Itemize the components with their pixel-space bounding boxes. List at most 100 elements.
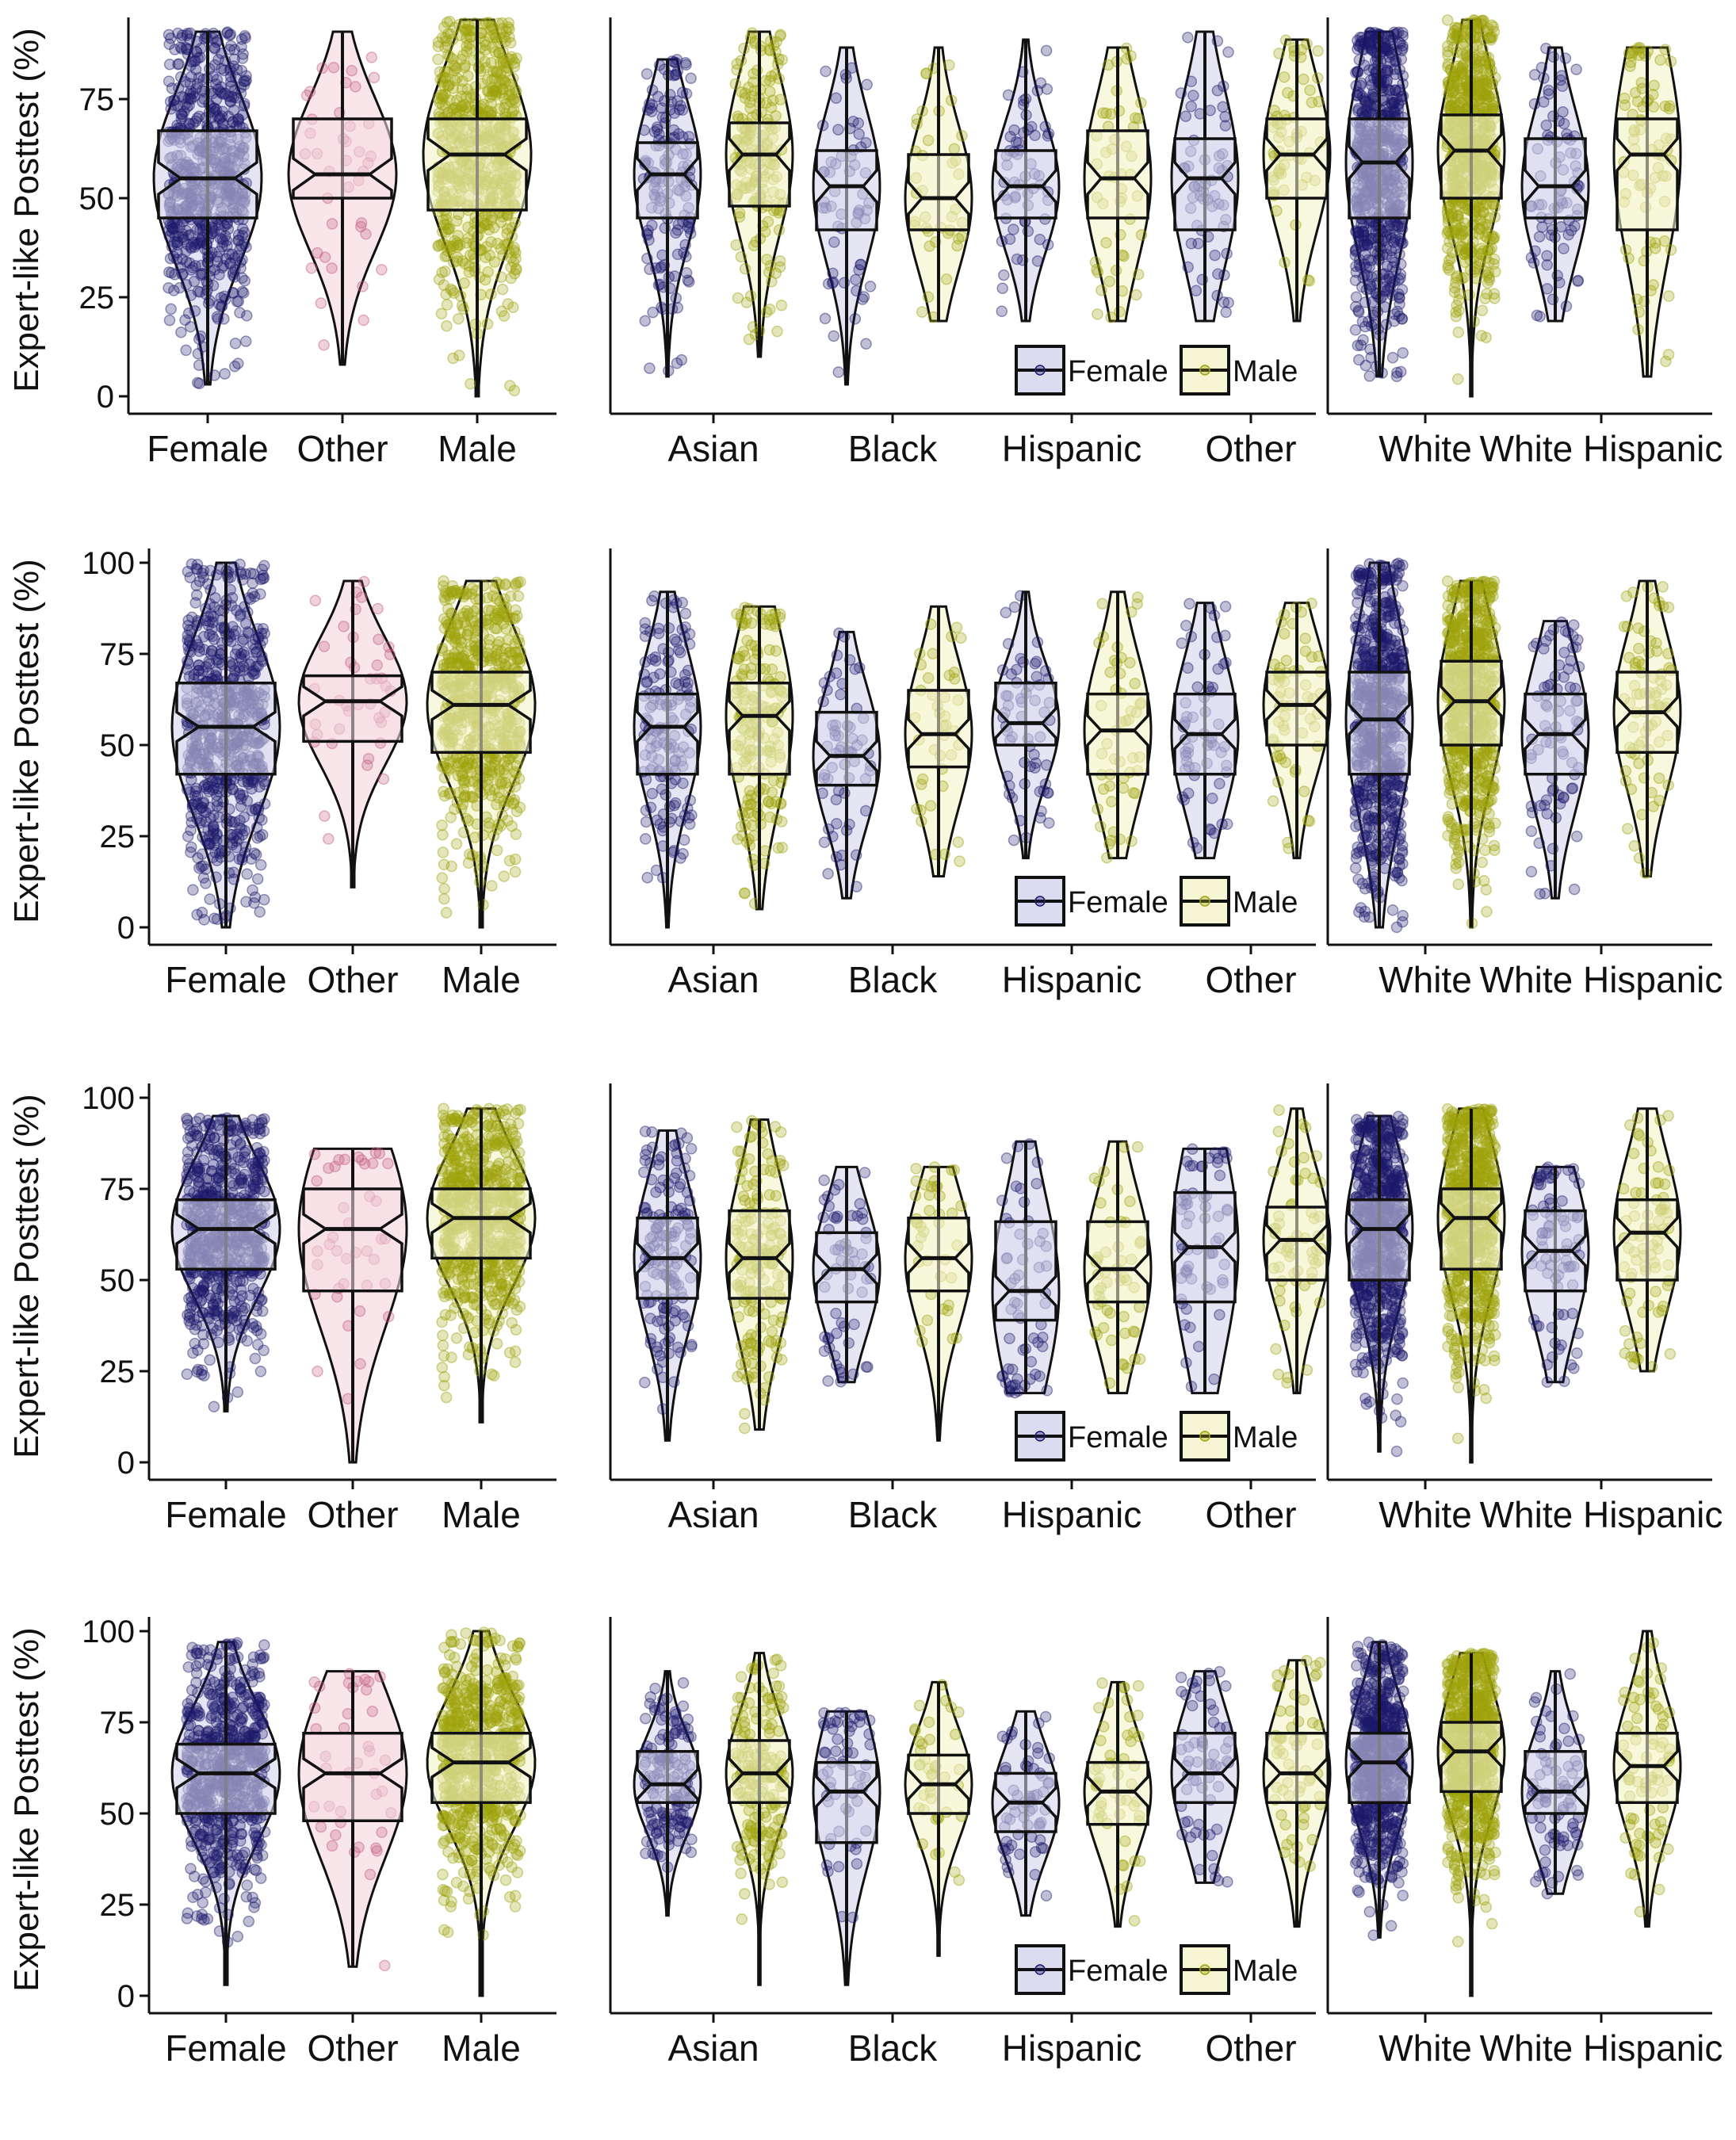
data-point — [496, 283, 509, 296]
data-point — [171, 235, 184, 248]
data-point — [254, 906, 266, 918]
x-tick-label: Black — [848, 428, 938, 469]
data-point — [1367, 88, 1379, 101]
box — [1086, 129, 1149, 220]
data-point — [228, 44, 240, 56]
data-point — [495, 271, 507, 283]
group-female — [633, 590, 702, 929]
data-point — [1483, 58, 1495, 71]
data-point — [828, 330, 840, 342]
legend-entry-male: Male — [1180, 345, 1298, 396]
data-point — [192, 852, 204, 864]
data-point — [180, 42, 193, 54]
data-point — [445, 860, 457, 873]
y-tick-label: 25 — [100, 820, 136, 854]
data-point — [1633, 306, 1646, 318]
data-point — [1451, 373, 1464, 385]
data-point — [816, 120, 829, 132]
data-point — [441, 299, 453, 311]
data-point — [169, 44, 181, 55]
data-point — [191, 224, 204, 236]
data-point — [849, 312, 862, 325]
data-point — [1391, 366, 1403, 379]
data-point — [1187, 90, 1199, 101]
data-point — [235, 256, 247, 268]
data-point — [860, 338, 872, 350]
x-tick-label: White — [1378, 428, 1472, 469]
data-point — [483, 821, 495, 833]
data-point — [318, 640, 331, 652]
data-point — [1455, 230, 1467, 242]
data-point — [1132, 268, 1145, 281]
data-point — [192, 347, 205, 360]
data-point — [377, 773, 390, 785]
data-point — [1559, 52, 1572, 64]
data-point — [832, 366, 845, 378]
data-point — [185, 55, 197, 68]
legend-label: Female — [1068, 355, 1168, 388]
data-point — [163, 314, 176, 327]
data-point — [1312, 44, 1324, 57]
data-point — [243, 658, 256, 671]
data-point — [216, 233, 228, 246]
data-point — [240, 75, 252, 86]
data-point — [499, 593, 510, 605]
data-point — [827, 276, 839, 289]
data-point — [1665, 244, 1677, 256]
data-point — [239, 335, 252, 347]
data-point — [501, 759, 514, 772]
data-point — [189, 239, 201, 250]
data-point — [996, 282, 1008, 295]
box — [1524, 137, 1587, 220]
data-point — [236, 854, 248, 866]
data-point — [327, 61, 340, 74]
data-point — [365, 52, 378, 63]
data-point — [326, 218, 338, 230]
box — [302, 674, 403, 743]
data-point — [1647, 279, 1659, 291]
data-point — [216, 105, 229, 118]
data-point — [465, 377, 476, 390]
data-point — [1558, 243, 1570, 254]
data-point — [496, 809, 508, 822]
data-point — [216, 240, 228, 253]
data-point — [1129, 112, 1141, 124]
data-point — [732, 292, 744, 304]
data-point — [1477, 43, 1489, 55]
y-tick-label: 0 — [97, 380, 114, 415]
data-point — [210, 871, 222, 883]
data-point — [462, 857, 475, 869]
data-point — [445, 652, 458, 664]
data-point — [221, 27, 233, 39]
data-point — [184, 92, 197, 105]
x-tick-label: Asian — [667, 959, 759, 1000]
data-point — [458, 277, 470, 289]
data-point — [360, 228, 372, 240]
data-point — [948, 143, 961, 155]
data-point — [738, 42, 750, 55]
data-point — [506, 106, 518, 119]
data-point — [247, 577, 258, 590]
data-point — [996, 305, 1008, 318]
data-point — [951, 239, 963, 252]
data-point — [499, 92, 510, 105]
data-point — [730, 239, 742, 251]
data-point — [512, 576, 524, 589]
data-point — [1448, 101, 1460, 114]
box — [157, 129, 258, 220]
data-point — [1569, 220, 1581, 232]
data-point — [1442, 79, 1455, 92]
data-point — [445, 607, 457, 620]
data-point — [1449, 21, 1461, 34]
data-point — [1382, 44, 1395, 57]
data-point — [372, 602, 384, 615]
data-point — [1302, 274, 1314, 286]
data-point — [1352, 339, 1364, 352]
data-point — [744, 96, 756, 109]
data-point — [1389, 308, 1401, 320]
data-point — [1365, 78, 1378, 91]
data-point — [1664, 100, 1676, 113]
data-point — [503, 854, 516, 867]
y-axis-label: Expert-like Posttest (%) — [7, 559, 46, 923]
data-point — [640, 67, 653, 80]
